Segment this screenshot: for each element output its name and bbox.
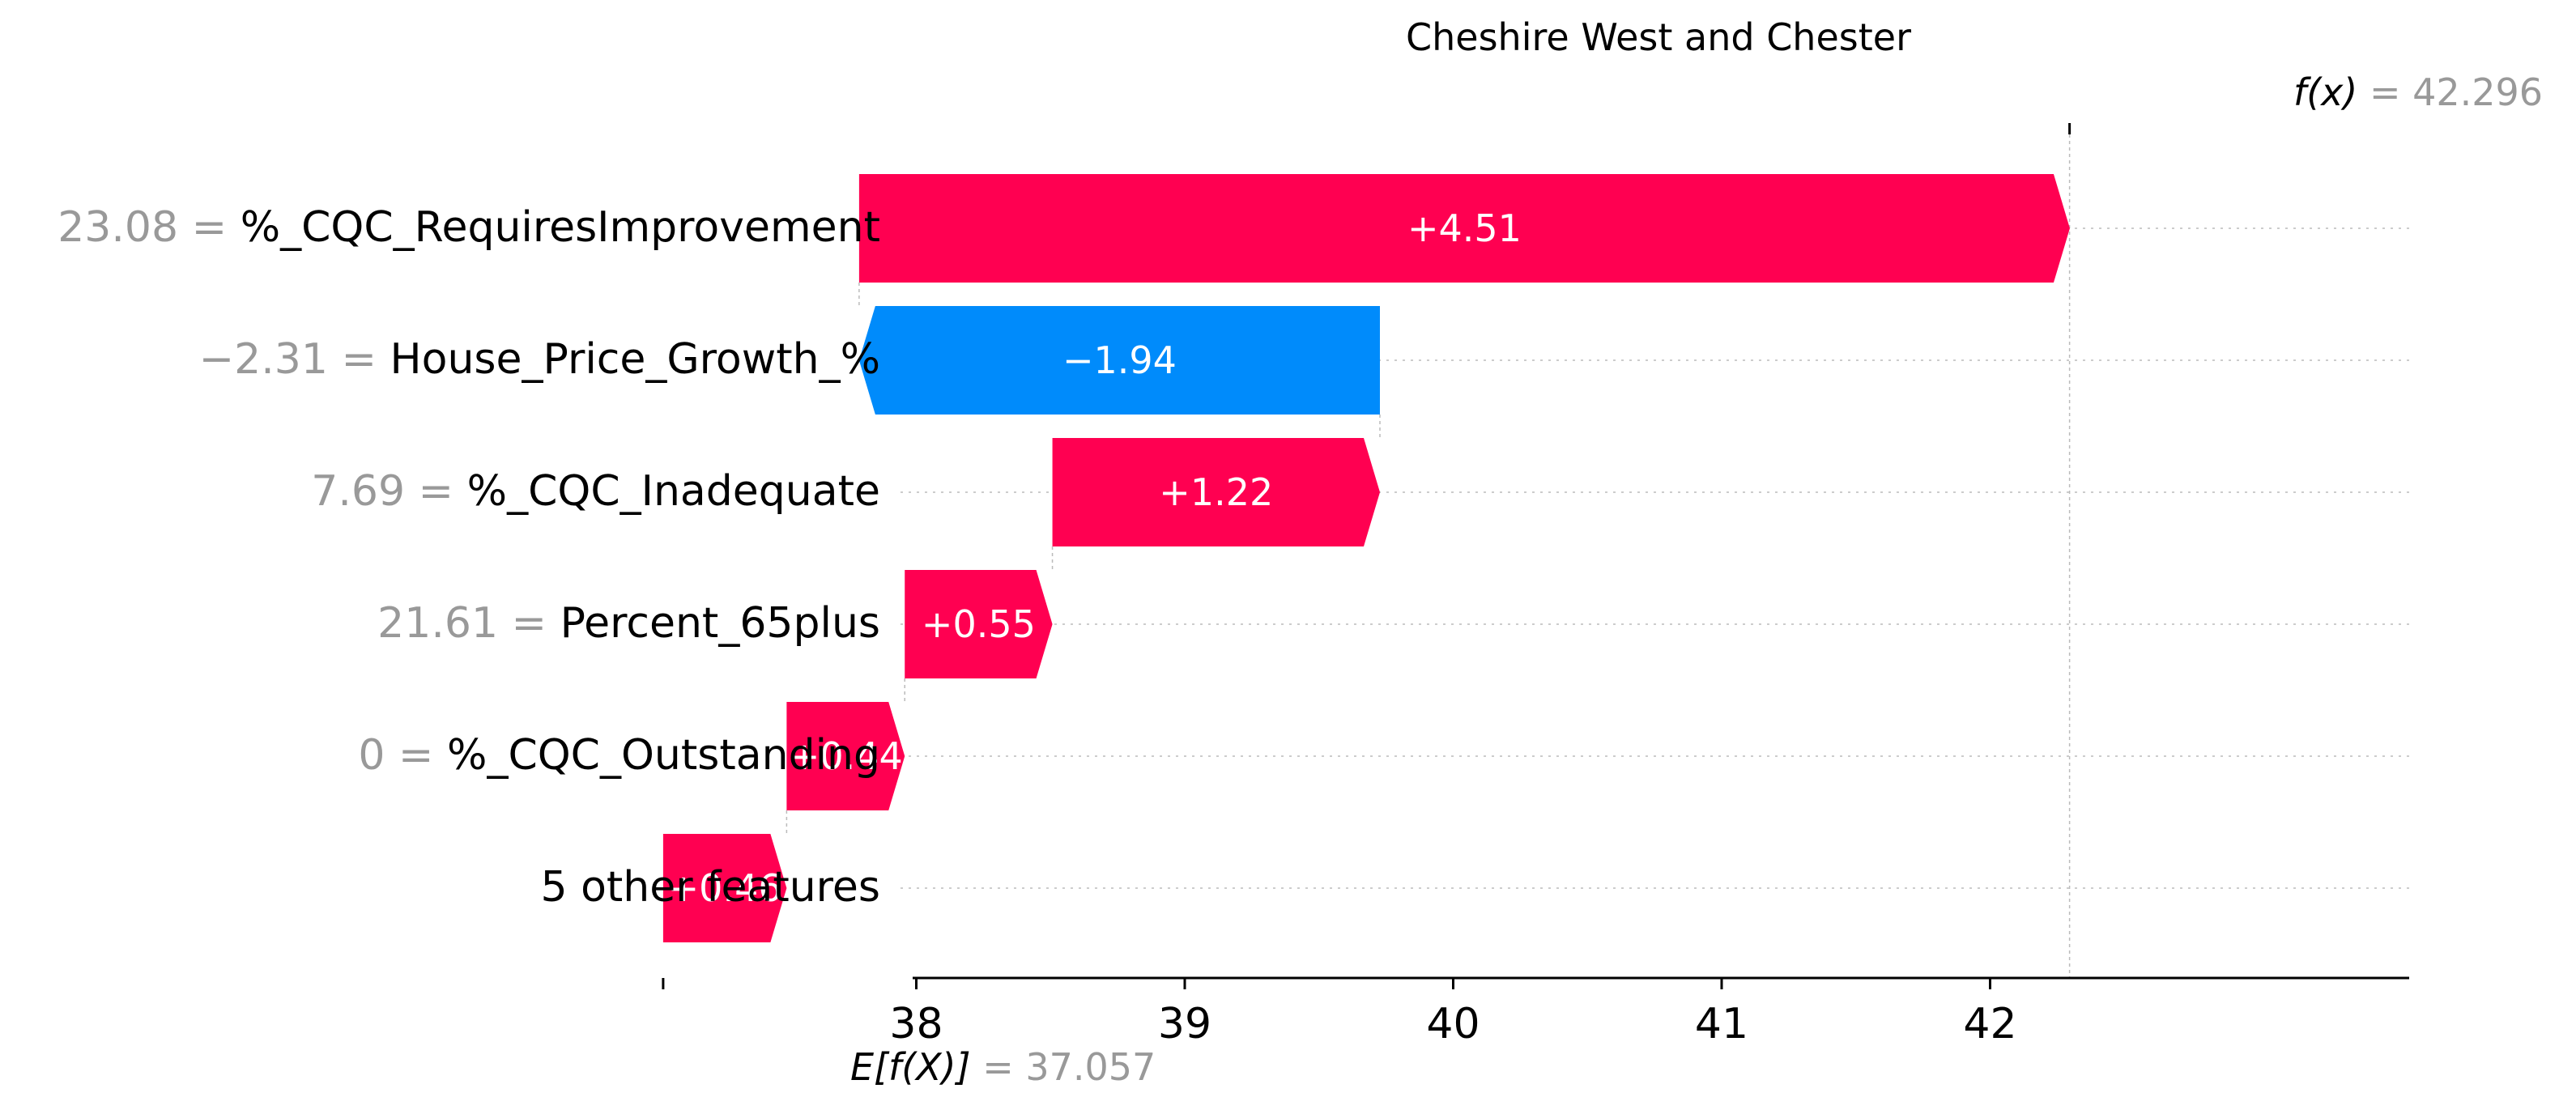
x-tick-label: 42 [1963, 1000, 2016, 1048]
annotations: E[f(X)] = 37.057 f(x) = 42.296 [662, 70, 2543, 1089]
bars: +4.51 −1.94 +1.22 +0.55 +0.44 +0.46 [662, 174, 2070, 942]
x-tick-label: 39 [1158, 1000, 1211, 1048]
feature-value: 23.08 = [57, 203, 241, 252]
chart-title: Cheshire West and Chester [1406, 15, 1911, 59]
feature-label: −2.31 = House_Price_Growth_% [199, 335, 880, 384]
bar-value-label: +1.22 [1159, 470, 1273, 514]
feature-value: −2.31 = [199, 335, 390, 384]
base-value-label: E[f(X)] = 37.057 [850, 1045, 1156, 1089]
base-value-number: = 37.057 [982, 1045, 1156, 1089]
bar-value-label: +0.46 [668, 866, 782, 910]
output-value-number: = 42.296 [2369, 70, 2543, 114]
feature-name: 5 other features [540, 863, 880, 912]
x-tick-label: 38 [889, 1000, 943, 1048]
output-value-label: f(x) = 42.296 [2293, 70, 2543, 114]
bar-2 [858, 306, 1381, 415]
bar-value-label: −1.94 [1062, 338, 1177, 382]
feature-name: Percent_65plus [560, 599, 880, 648]
x-tick-label: 40 [1426, 1000, 1480, 1048]
bar-4 [905, 570, 1053, 678]
bar-value-label: +0.44 [789, 734, 903, 778]
x-tick-label: 41 [1695, 1000, 1748, 1048]
feature-value: 7.69 = [311, 467, 466, 516]
feature-name: %_CQC_Outstanding [447, 731, 880, 780]
feature-label: 5 other features [540, 863, 880, 912]
feature-value: 0 = [358, 731, 447, 780]
base-value-symbol: E[f(X)] [850, 1045, 982, 1089]
x-axis: 38 39 40 41 42 [889, 976, 2409, 1048]
bar-3 [1052, 438, 1381, 546]
feature-name: %_CQC_Inadequate [467, 467, 880, 516]
output-value-symbol: f(x) [2293, 70, 2369, 114]
y-labels: 23.08 = %_CQC_RequiresImprovement −2.31 =… [57, 203, 880, 912]
feature-label: 21.61 = Percent_65plus [377, 599, 880, 648]
bar-1 [858, 174, 2070, 283]
bar-value-label: +4.51 [1407, 206, 1522, 250]
bar-value-label: +0.55 [922, 602, 1036, 646]
feature-label: 23.08 = %_CQC_RequiresImprovement [57, 203, 880, 252]
feature-name: House_Price_Growth_% [390, 335, 880, 384]
feature-name: %_CQC_RequiresImprovement [241, 203, 880, 252]
bar-6 [662, 834, 787, 942]
feature-label: 0 = %_CQC_Outstanding [358, 731, 880, 780]
bar-5 [786, 702, 905, 810]
feature-value: 21.61 = [377, 599, 560, 648]
guide-lines [786, 134, 2409, 978]
feature-label: 7.69 = %_CQC_Inadequate [311, 467, 880, 516]
